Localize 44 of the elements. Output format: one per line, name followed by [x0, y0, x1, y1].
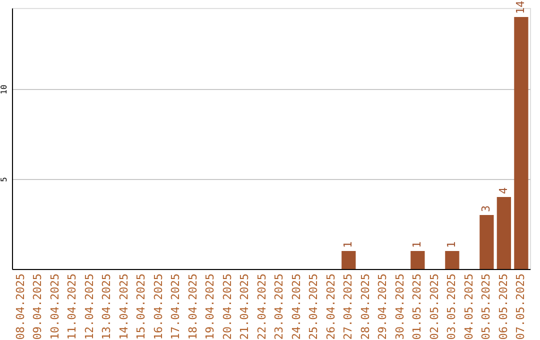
bar — [342, 251, 356, 269]
x-tick-label: 06.05.2025 — [496, 274, 510, 340]
x-tick-label: 21.04.2025 — [238, 274, 252, 340]
x-tick-label: 22.04.2025 — [255, 274, 268, 340]
bar — [496, 197, 512, 269]
x-tick-label: 11.04.2025 — [66, 274, 79, 340]
x-tick-label: 18.04.2025 — [186, 274, 200, 340]
bar — [445, 251, 460, 269]
x-tick-label: 17.04.2025 — [169, 274, 182, 340]
x-tick-label: 08.04.2025 — [14, 274, 27, 340]
x-tick-label: 14.04.2025 — [117, 274, 130, 340]
x-tick-label: 15.04.2025 — [134, 274, 148, 340]
x-tick-label: 30.04.2025 — [393, 274, 406, 340]
x-tick-label: 28.04.2025 — [358, 274, 372, 340]
x-tick-label: 09.04.2025 — [31, 274, 44, 340]
y-tick-label: 5 — [0, 176, 8, 182]
x-tick-label: 25.04.2025 — [307, 274, 320, 340]
x-tick-label: 20.04.2025 — [220, 274, 234, 340]
x-tick-label: 01.05.2025 — [410, 274, 424, 340]
bar — [480, 215, 494, 269]
data-label: 1 — [445, 241, 458, 248]
data-label: 1 — [410, 241, 424, 248]
x-tick-label: 23.04.2025 — [272, 274, 286, 340]
data-label: 4 — [496, 187, 510, 194]
bar — [514, 17, 528, 269]
x-tick-label: 27.04.2025 — [342, 274, 355, 340]
data-label: 1 — [342, 241, 355, 248]
data-label: 14 — [514, 0, 528, 14]
x-tick-label: 13.04.2025 — [100, 274, 114, 340]
x-tick-label: 29.04.2025 — [376, 274, 390, 340]
x-tick-label: 02.05.2025 — [428, 274, 441, 340]
bar — [410, 251, 425, 269]
x-tick-label: 24.04.2025 — [290, 274, 303, 340]
x-tick-label: 26.04.2025 — [324, 274, 338, 340]
x-tick-label: 19.04.2025 — [204, 274, 217, 340]
x-tick-label: 10.04.2025 — [48, 274, 62, 340]
y-tick-label: 10 — [0, 84, 8, 94]
x-tick-label: 16.04.2025 — [152, 274, 165, 340]
x-tick-label: 12.04.2025 — [82, 274, 96, 340]
x-tick-label: 07.05.2025 — [514, 274, 528, 340]
x-tick-label: 05.05.2025 — [480, 274, 493, 340]
data-label: 3 — [480, 205, 493, 212]
x-tick-label: 03.05.2025 — [445, 274, 458, 340]
x-tick-label: 04.05.2025 — [462, 274, 476, 340]
